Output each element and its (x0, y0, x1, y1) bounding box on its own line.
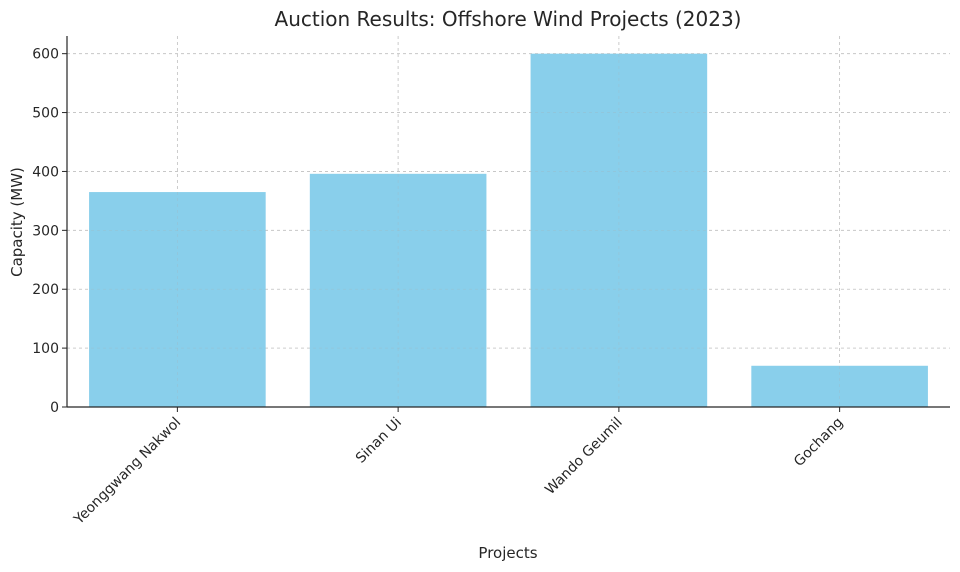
bar (309, 173, 487, 407)
bar (530, 53, 708, 408)
chart-title: Auction Results: Offshore Wind Projects … (275, 7, 742, 31)
y-tick-label: 0 (50, 400, 59, 416)
y-tick-label: 400 (32, 164, 59, 180)
y-tick-label: 100 (32, 341, 59, 357)
bars (67, 36, 950, 408)
y-tick-label: 300 (32, 223, 59, 239)
y-tick-label: 200 (32, 282, 59, 298)
x-axis-label: Projects (478, 544, 537, 562)
x-tick-label: Wando Geumil (542, 415, 625, 498)
y-tick-label: 600 (32, 47, 59, 63)
bar (89, 192, 266, 407)
x-tick-label: Yeonggwang Nakwol (70, 415, 184, 529)
bar (751, 365, 928, 407)
x-ticks: Yeonggwang Nakwol Sinan Ui Wando Geumil Goc… (70, 407, 846, 528)
x-tick-label: Sinan Ui (353, 415, 405, 467)
y-tick-label: 500 (32, 106, 59, 122)
y-ticks: 0 100 200 300 400 500 600 (32, 47, 67, 416)
axes (66, 36, 950, 408)
y-axis-label: Capacity (MW) (8, 167, 26, 277)
x-tick-label: Gochang (791, 415, 846, 470)
